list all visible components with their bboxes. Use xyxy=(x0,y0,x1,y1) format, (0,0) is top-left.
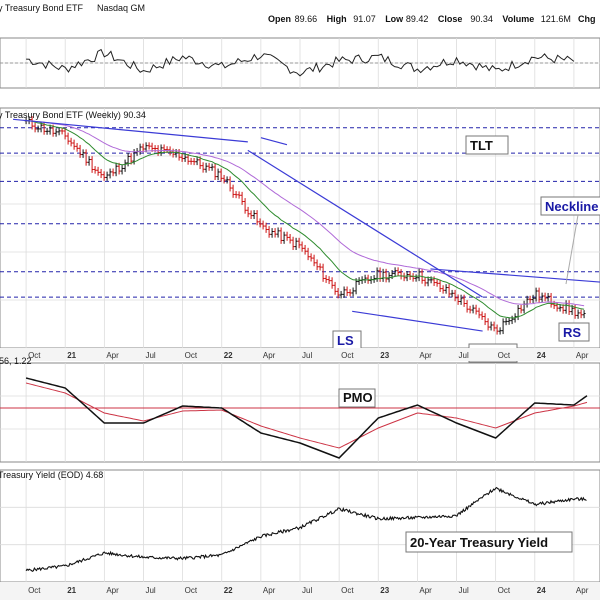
panels: y Treasury Bond ETF (Weekly) 90.34 TLT Nec… xyxy=(0,37,600,600)
yield-x-tick-label: Oct xyxy=(498,586,511,595)
rs-label: RS xyxy=(563,325,581,340)
yield-x-tick-label: Jul xyxy=(145,586,155,595)
oscillator-line xyxy=(26,48,575,77)
ohlc-label: Low xyxy=(385,14,404,24)
price-x-axis-band xyxy=(0,348,600,361)
ema-fast-line xyxy=(26,120,585,319)
yield-x-tick-label: 21 xyxy=(67,586,76,595)
yield-header: Treasury Yield (EOD) 4.68 xyxy=(0,470,103,480)
ohlc-value: 90.34 xyxy=(470,14,493,24)
ohlc-label: Close xyxy=(438,14,463,24)
price-x-tick-label: Oct xyxy=(498,351,511,360)
yield-x-tick-label: 23 xyxy=(380,586,389,595)
price-x-tick-label: Jul xyxy=(302,351,312,360)
yield-x-tick-label: Apr xyxy=(576,586,589,595)
yield-x-tick-label: Jul xyxy=(459,586,469,595)
yield-x-tick-label: Apr xyxy=(106,586,119,595)
pmo-label: PMO xyxy=(343,390,373,405)
yield-x-tick-label: Apr xyxy=(419,586,432,595)
price-panel-title: y Treasury Bond ETF (Weekly) 90.34 xyxy=(0,110,146,120)
price-x-tick-label: Jul xyxy=(459,351,469,360)
ohlc-label: Open xyxy=(268,14,291,24)
chart-title: y Treasury Bond ETF xyxy=(0,3,84,13)
ls-label: LS xyxy=(337,333,354,348)
pmo-line xyxy=(25,377,588,459)
yield-label-box xyxy=(405,531,573,553)
yield-x-tick-label: 22 xyxy=(224,586,233,595)
price-x-tick-label: 23 xyxy=(380,351,389,360)
downtrend-line-2 xyxy=(247,149,483,298)
ohlc-label: Chg xyxy=(578,14,596,24)
ohlc-value: 89.66 xyxy=(295,14,318,24)
price-x-tick-label: 24 xyxy=(537,351,546,360)
yield-label: 20-Year Treasury Yield xyxy=(410,535,548,550)
tlt-label: TLT xyxy=(470,138,493,153)
ema-slow-line xyxy=(26,120,585,307)
header: y Treasury Bond ETF Nasdaq GM Open 89.66 H… xyxy=(0,3,596,24)
price-x-tick-label: 21 xyxy=(67,351,76,360)
downtrend-line-1 xyxy=(12,118,248,143)
yield-x-axis-band xyxy=(0,582,600,600)
ohlc-readout: Open 89.66 High 91.07 Low 89.42 Close 90.34 Volu… xyxy=(268,14,596,24)
price-x-tick-label: Apr xyxy=(419,351,432,360)
neckline-label-box xyxy=(540,196,600,216)
pmo-label-box xyxy=(338,388,376,408)
yield-x-tick-label: Apr xyxy=(263,586,276,595)
price-x-tick-label: 22 xyxy=(224,351,233,360)
ohlc-value: 121.6M xyxy=(541,14,571,24)
ohlc-label: High xyxy=(327,14,347,24)
ohlc-label: Volume xyxy=(502,14,534,24)
price-x-tick-label: Apr xyxy=(106,351,119,360)
ohlc-value: 89.42 xyxy=(406,14,429,24)
price-x-tick-label: Apr xyxy=(576,351,589,360)
yield-x-tick-label: 24 xyxy=(537,586,546,595)
rs-label-box xyxy=(558,322,590,342)
downtrend-line-tail xyxy=(260,137,288,146)
ohlc-value: 91.07 xyxy=(353,14,376,24)
tlt-label-box xyxy=(465,135,509,155)
pmo-signal-line xyxy=(25,382,588,449)
yield-line xyxy=(25,486,587,572)
exchange-label: Nasdaq GM xyxy=(97,3,145,13)
price-x-tick-label: Oct xyxy=(341,351,354,360)
price-x-tick-label: Oct xyxy=(28,351,41,360)
price-x-tick-label: Apr xyxy=(263,351,276,360)
yield-x-tick-label: Oct xyxy=(28,586,41,595)
price-x-tick-label: Oct xyxy=(185,351,198,360)
neckline-label: Neckline xyxy=(545,199,598,214)
yield-x-tick-label: Oct xyxy=(185,586,198,595)
yield-x-tick-label: Oct xyxy=(341,586,354,595)
pmo-header: 56, 1.22 xyxy=(0,356,32,366)
neckline xyxy=(430,268,600,283)
neckline-pointer xyxy=(565,214,579,285)
lower-channel-line xyxy=(352,310,483,332)
price-x-tick-label: Jul xyxy=(145,351,155,360)
yield-x-tick-label: Jul xyxy=(302,586,312,595)
